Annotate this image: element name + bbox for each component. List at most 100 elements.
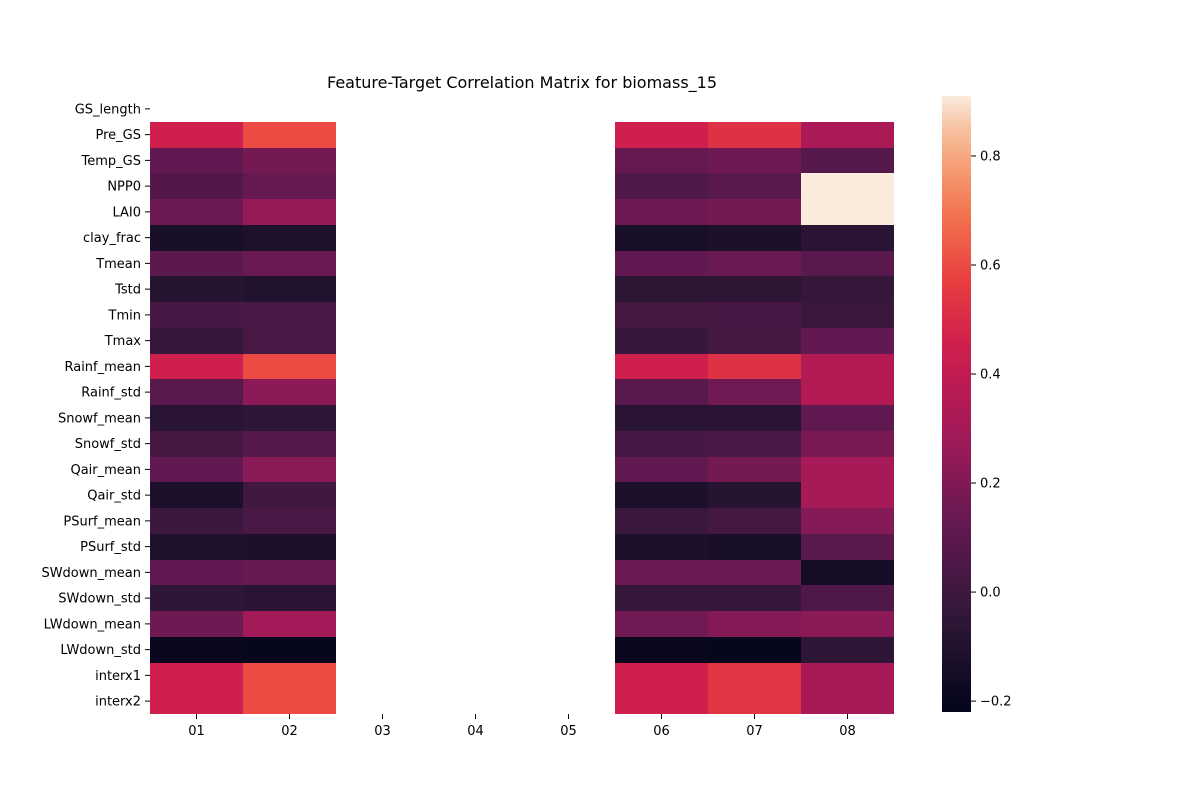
heatmap-cell: [708, 508, 801, 534]
y-tick-label: SWdown_mean: [41, 566, 141, 581]
x-tick-label: 06: [653, 724, 670, 739]
heatmap-cell: [243, 637, 336, 663]
heatmap-cell: [801, 585, 894, 611]
heatmap-cell: [615, 354, 708, 379]
heatmap-cell: [615, 637, 708, 663]
colorbar: −0.2 0.0 0.2 0.4 0.6 0.8: [942, 96, 1012, 712]
y-tick-label: LWdown_std: [60, 643, 141, 658]
y-axis: GS_length Pre_GS Temp_GS NPP0 LAI0 clay_frac T…: [41, 102, 150, 710]
x-tick-label: 03: [374, 724, 391, 739]
heatmap-cell: [150, 173, 243, 199]
heatmap-cell: [243, 611, 336, 637]
heatmap-cell: [708, 482, 801, 508]
heatmap-cell: [708, 405, 801, 431]
y-tick-label: Snowf_std: [75, 437, 141, 452]
y-tick-label: Tmax: [104, 334, 142, 349]
y-tick-label: PSurf_std: [80, 540, 141, 555]
x-tick-label: 02: [281, 724, 298, 739]
colorbar-tick-label: 0.2: [980, 477, 1001, 492]
heatmap-cell: [801, 199, 894, 225]
heatmap-cell: [708, 276, 801, 302]
heatmap-cell: [243, 663, 336, 688]
y-tick-label: Tstd: [114, 283, 141, 298]
heatmap-cell: [243, 251, 336, 276]
y-tick-label: Tmin: [108, 308, 141, 323]
heatmap-cell: [243, 354, 336, 379]
heatmap-cell: [708, 534, 801, 560]
heatmap-cell: [150, 354, 243, 379]
heatmap-cell: [708, 560, 801, 585]
y-tick-label: SWdown_std: [58, 592, 141, 607]
colorbar-tick-label: −0.2: [980, 695, 1012, 710]
heatmap-cell: [708, 122, 801, 148]
heatmap-cell: [801, 663, 894, 688]
heatmap-cell: [801, 251, 894, 276]
heatmap-cell: [615, 585, 708, 611]
x-tick-label: 07: [746, 724, 763, 739]
heatmap-cell: [708, 688, 801, 714]
heatmap-cell: [708, 251, 801, 276]
x-tick-label: 05: [560, 724, 577, 739]
heatmap-cell: [801, 457, 894, 482]
heatmap-cell: [801, 431, 894, 457]
y-tick-label: Temp_GS: [81, 154, 141, 169]
heatmap-cell: [243, 534, 336, 560]
heatmap-cell: [150, 199, 243, 225]
y-tick-label: PSurf_mean: [63, 514, 141, 529]
heatmap-cell: [801, 637, 894, 663]
heatmap-cell: [615, 508, 708, 534]
y-tick-label: GS_length: [75, 102, 141, 117]
y-tick-label: NPP0: [107, 180, 141, 195]
heatmap-cell: [801, 482, 894, 508]
heatmap-cell: [801, 122, 894, 148]
colorbar-gradient: [942, 96, 971, 712]
heatmap-cell: [615, 611, 708, 637]
heatmap-cell: [150, 508, 243, 534]
heatmap-cell: [615, 148, 708, 173]
heatmap-cell: [801, 302, 894, 328]
heatmap-cell: [615, 276, 708, 302]
heatmap-cell: [150, 405, 243, 431]
heatmap-cell: [150, 534, 243, 560]
heatmap-cell: [801, 611, 894, 637]
heatmap-cell: [150, 688, 243, 714]
heatmap-cell: [243, 122, 336, 148]
heatmap-cell: [708, 431, 801, 457]
heatmap-cell: [243, 379, 336, 405]
heatmap-cell: [615, 199, 708, 225]
heatmap-cell: [150, 328, 243, 354]
heatmap-cell: [615, 482, 708, 508]
y-tick-label: Pre_GS: [96, 128, 142, 143]
heatmap-cell: [615, 328, 708, 354]
heatmap-cells: [150, 122, 894, 714]
heatmap-cell: [243, 225, 336, 251]
heatmap-cell: [801, 405, 894, 431]
heatmap-cell: [708, 173, 801, 199]
heatmap-cell: [243, 482, 336, 508]
y-tick-label: LAI0: [112, 205, 141, 220]
heatmap-cell: [243, 328, 336, 354]
heatmap-cell: [150, 122, 243, 148]
colorbar-tick-label: 0.0: [980, 586, 1001, 601]
heatmap-cell: [243, 457, 336, 482]
heatmap-cell: [801, 328, 894, 354]
heatmap-cell: [243, 405, 336, 431]
heatmap-cell: [615, 251, 708, 276]
heatmap-cell: [801, 688, 894, 714]
heatmap-cell: [150, 148, 243, 173]
y-tick-label: Rainf_std: [81, 386, 141, 401]
heatmap-cell: [708, 225, 801, 251]
heatmap-cell: [801, 534, 894, 560]
heatmap-cell: [708, 637, 801, 663]
heatmap-cell: [708, 302, 801, 328]
y-tick-label: interx1: [95, 669, 141, 684]
y-tick-label: LWdown_mean: [44, 617, 141, 632]
heatmap-cell: [801, 148, 894, 173]
heatmap-cell: [801, 508, 894, 534]
colorbar-tick-label: 0.4: [980, 368, 1001, 383]
heatmap-cell: [243, 688, 336, 714]
heatmap-cell: [615, 379, 708, 405]
heatmap-cell: [708, 379, 801, 405]
heatmap-cell: [708, 199, 801, 225]
